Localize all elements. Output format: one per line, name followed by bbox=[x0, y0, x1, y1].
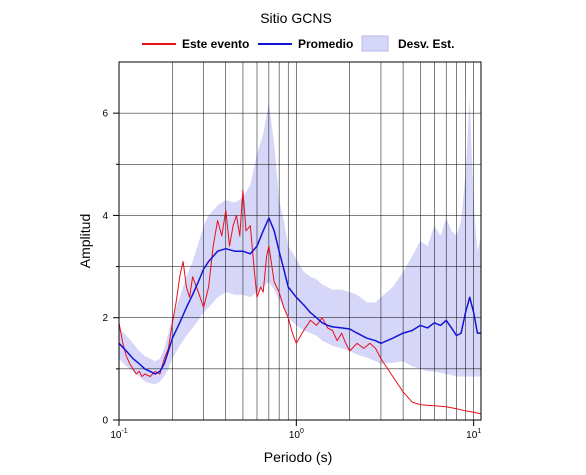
x-axis-label: Periodo (s) bbox=[264, 449, 332, 465]
legend: Este evento Promedio Desv. Est. bbox=[142, 35, 454, 52]
series-line-promedio bbox=[118, 217, 481, 375]
legend-swatch-desv-est bbox=[361, 35, 389, 52]
x-tick-label: 100 bbox=[289, 428, 304, 441]
y-tick-label: 0 bbox=[102, 416, 108, 427]
std-band-layer bbox=[119, 97, 481, 385]
grid-layer bbox=[119, 62, 481, 420]
y-axis-label: Amplitud bbox=[77, 214, 93, 268]
x-tick-label: 10-1 bbox=[110, 428, 127, 441]
x-tick-label: 101 bbox=[466, 428, 481, 441]
y-tick-label: 4 bbox=[102, 211, 108, 222]
series-line-layer bbox=[118, 189, 482, 415]
std-deviation-band bbox=[119, 97, 481, 385]
plot-frame bbox=[118, 61, 482, 421]
axis-ticks: 0 2 4 6 10-1 100 101 bbox=[102, 109, 481, 441]
y-tick-label: 6 bbox=[102, 109, 108, 120]
legend-label-promedio: Promedio bbox=[298, 37, 353, 51]
legend-label-este-evento: Este evento bbox=[182, 37, 249, 51]
chart-title: Sitio GCNS bbox=[260, 10, 332, 26]
series-line-este-evento bbox=[118, 189, 482, 415]
legend-label-desv-est: Desv. Est. bbox=[398, 37, 454, 51]
y-tick-label: 2 bbox=[102, 313, 108, 324]
